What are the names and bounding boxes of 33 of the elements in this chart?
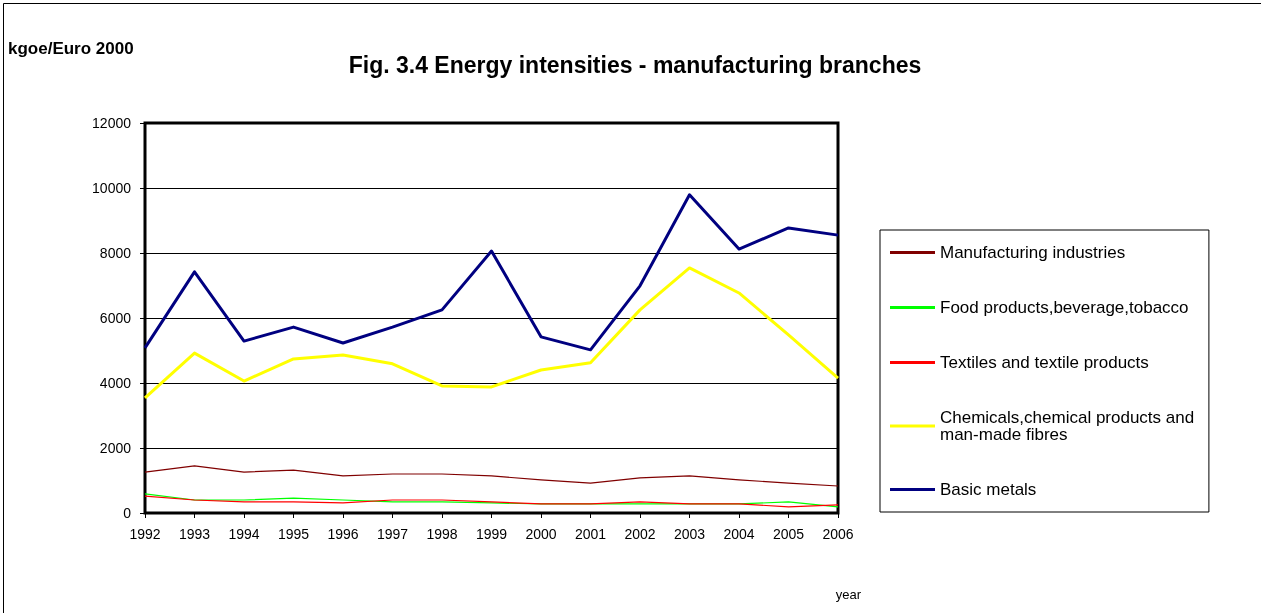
x-tick-label: 2003 bbox=[673, 526, 706, 542]
x-tick-label: 1996 bbox=[327, 526, 359, 542]
y-axis-title: kgoe/Euro 2000 bbox=[8, 39, 134, 58]
chart-title: Fig. 3.4 Energy intensities - manufacturing branches bbox=[348, 51, 922, 78]
legend-label: Chemicals,chemical products and man-made fibres bbox=[940, 408, 1199, 444]
x-tick-label: 1997 bbox=[376, 526, 409, 542]
x-tick-label: 2002 bbox=[624, 526, 656, 542]
x-tick-label: 2000 bbox=[525, 526, 557, 542]
x-tick-label: 1998 bbox=[426, 526, 458, 542]
line-series bbox=[143, 266, 840, 400]
line-series bbox=[144, 465, 839, 487]
y-tick-label: 12000 bbox=[92, 115, 132, 131]
y-tick-label: 6000 bbox=[99, 310, 132, 326]
line-series bbox=[143, 193, 840, 352]
x-tick-label: 2006 bbox=[822, 526, 854, 542]
y-tick-label: 10000 bbox=[92, 180, 132, 196]
y-tick-label: 2000 bbox=[99, 440, 132, 456]
legend-label: Basic metals bbox=[940, 480, 1037, 499]
y-tick-label: 4000 bbox=[99, 375, 132, 391]
x-tick-label: 2005 bbox=[772, 526, 805, 542]
legend-label: Textiles and textile products bbox=[940, 353, 1149, 372]
y-tick-label: 8000 bbox=[99, 245, 132, 261]
x-tick-label: 1995 bbox=[277, 526, 310, 542]
x-tick-label: 1992 bbox=[129, 526, 161, 542]
x-tick-label: 2001 bbox=[574, 526, 607, 542]
y-tick-label: 0 bbox=[123, 505, 132, 521]
legend-label: Manufacturing industries bbox=[940, 243, 1126, 262]
x-tick-label: 1993 bbox=[178, 526, 211, 542]
x-tick-label: 2004 bbox=[723, 526, 755, 542]
x-axis-title: year bbox=[835, 587, 862, 602]
x-tick-label: 1994 bbox=[228, 526, 260, 542]
x-tick-label: 1999 bbox=[475, 526, 508, 542]
legend-label: Food products,beverage,tobacco bbox=[940, 298, 1189, 317]
